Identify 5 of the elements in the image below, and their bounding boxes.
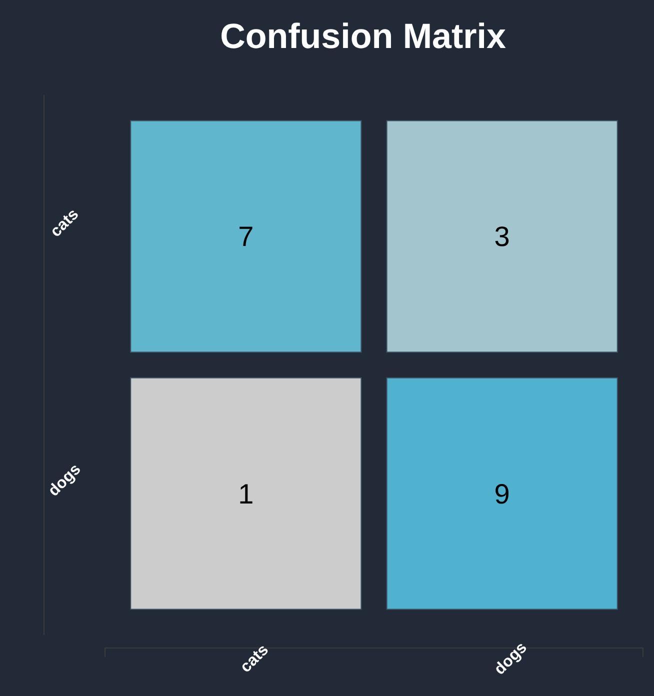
data-label: 1 bbox=[238, 478, 254, 510]
data-label: 3 bbox=[494, 221, 510, 252]
chart-title: Confusion Matrix bbox=[220, 17, 506, 56]
data-label: 7 bbox=[238, 221, 254, 252]
data-label: 9 bbox=[494, 478, 510, 510]
